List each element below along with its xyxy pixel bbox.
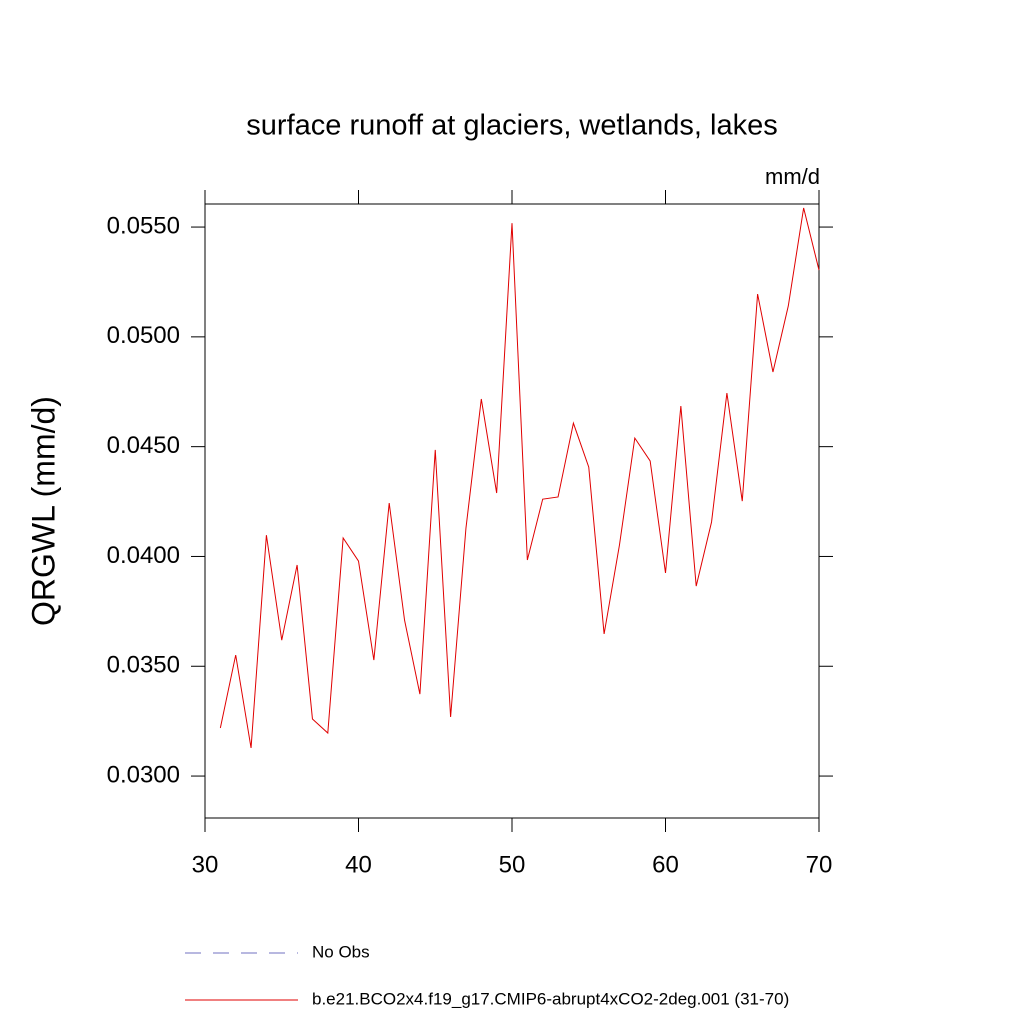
x-tick-label: 30 — [192, 851, 219, 878]
x-tick-label: 60 — [652, 851, 679, 878]
units-label: mm/d — [765, 164, 820, 189]
y-tick-label: 0.0400 — [107, 542, 180, 569]
y-tick-label: 0.0550 — [107, 212, 180, 239]
x-tick-label: 40 — [345, 851, 372, 878]
legend-label: No Obs — [312, 942, 370, 961]
y-tick-label: 0.0500 — [107, 322, 180, 349]
x-tick-label: 70 — [806, 851, 833, 878]
plot-frame — [204, 203, 820, 819]
y-axis-label: QRGWL (mm/d) — [25, 396, 61, 626]
y-tick-label: 0.0450 — [107, 432, 180, 459]
y-tick-label: 0.0300 — [107, 761, 180, 788]
chart-title: surface runoff at glaciers, wetlands, la… — [246, 110, 777, 142]
x-tick-label: 50 — [499, 851, 526, 878]
y-tick-label: 0.0350 — [107, 652, 180, 679]
data-line — [219, 207, 820, 749]
legend-label: b.e21.BCO2x4.f19_g17.CMIP6-abrupt4xCO2-2… — [312, 989, 789, 1008]
